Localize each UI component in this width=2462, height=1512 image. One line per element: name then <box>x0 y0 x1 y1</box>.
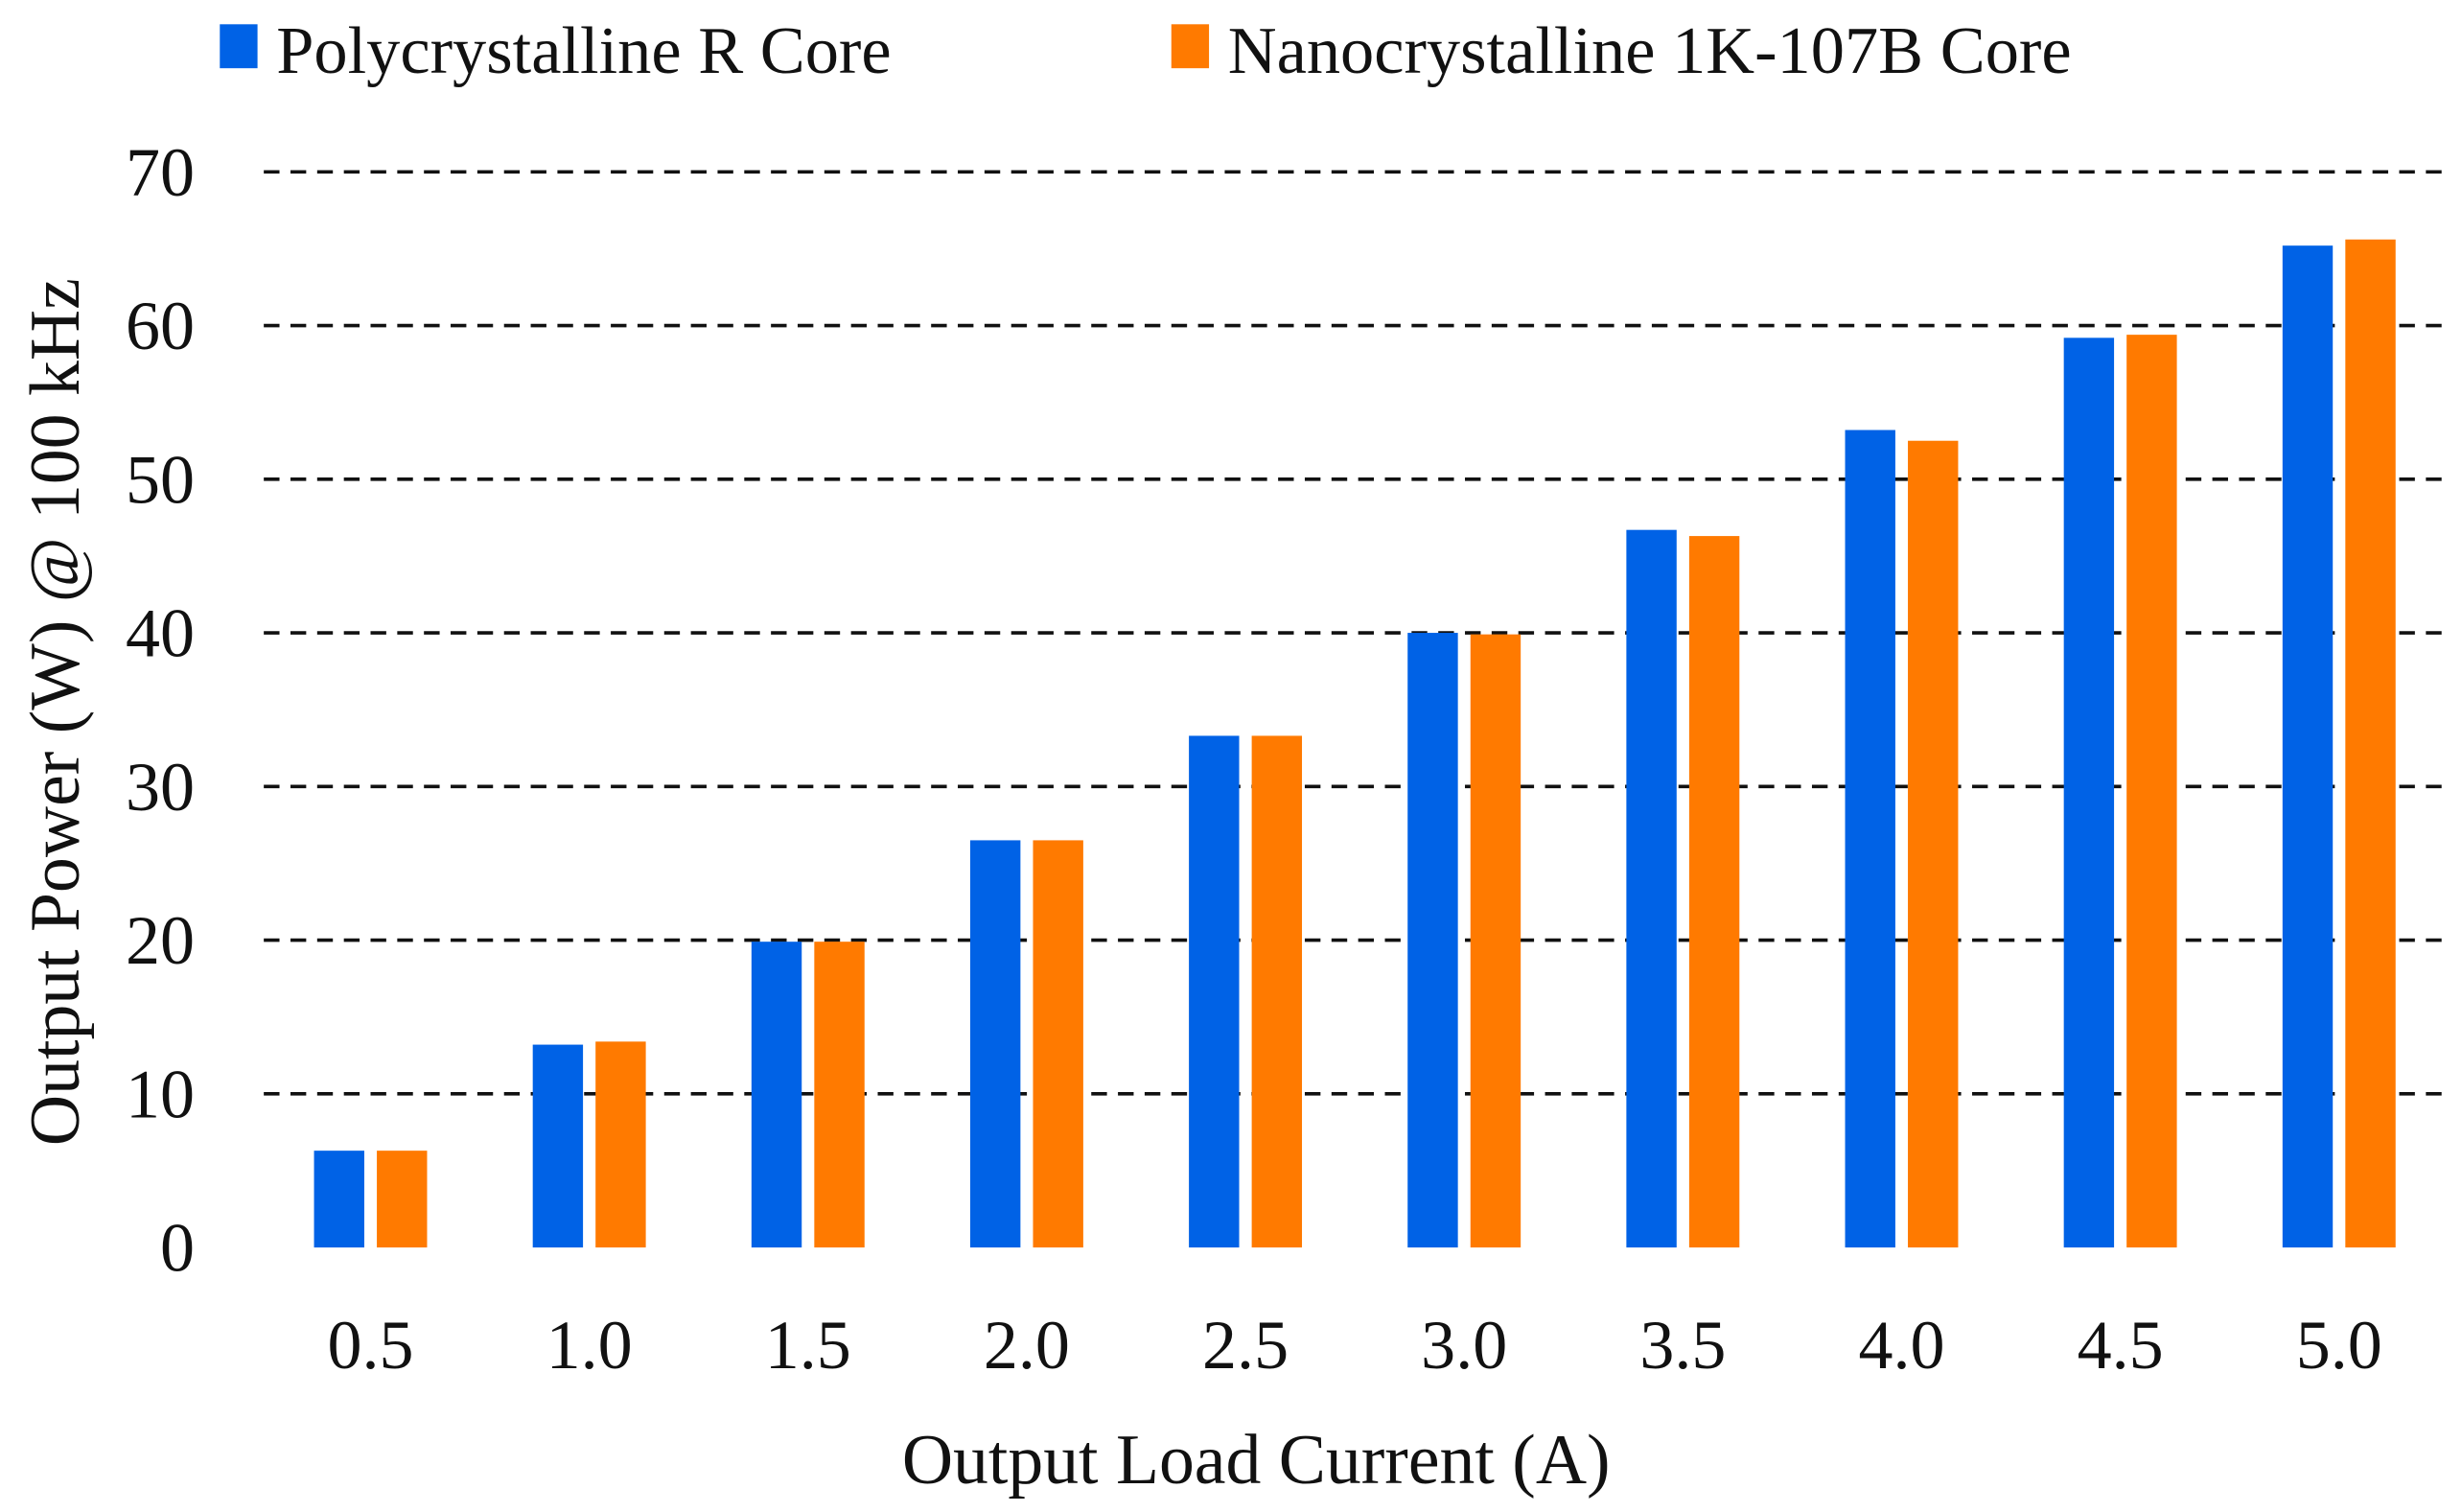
bars <box>314 239 2396 1248</box>
x-tick-label: 2.5 <box>1202 1307 1289 1384</box>
legend-label-nanocrystalline: Nanocrystalline 1K-107B Core <box>1228 13 2072 88</box>
x-tick-label: 4.5 <box>2078 1307 2164 1384</box>
x-tick-label: 3.0 <box>1421 1307 1507 1384</box>
legend-swatch-nanocrystalline <box>1171 24 1210 69</box>
bar-polycrystalline <box>969 840 1021 1248</box>
y-axis-ticks: 0 10 20 30 40 50 60 70 <box>126 134 195 1287</box>
bar-nanocrystalline <box>814 942 865 1248</box>
bar-nanocrystalline <box>2126 335 2177 1248</box>
x-tick-label: 2.0 <box>984 1307 1070 1384</box>
bar-polycrystalline <box>1189 735 1240 1248</box>
bar-nanocrystalline <box>1251 735 1303 1248</box>
x-tick-label: 0.5 <box>327 1307 413 1384</box>
bar-polycrystalline <box>2282 245 2334 1248</box>
bar-nanocrystalline <box>1033 840 1083 1248</box>
legend-swatch-polycrystalline <box>220 24 258 69</box>
x-tick-label: 1.5 <box>765 1307 851 1384</box>
bar-nanocrystalline <box>377 1151 428 1248</box>
bar-nanocrystalline <box>1470 634 1521 1248</box>
y-tick-label: 30 <box>126 749 195 826</box>
y-tick-label: 0 <box>160 1210 195 1287</box>
y-tick-label: 10 <box>126 1056 195 1132</box>
y-tick-label: 50 <box>126 441 195 518</box>
x-tick-label: 4.0 <box>1858 1307 1944 1384</box>
bar-polycrystalline <box>314 1151 364 1248</box>
bar-polycrystalline <box>1626 529 1677 1248</box>
x-tick-label: 5.0 <box>2296 1307 2382 1384</box>
y-tick-label: 70 <box>126 134 195 211</box>
bar-polycrystalline <box>2063 337 2115 1248</box>
bar-nanocrystalline <box>1688 536 1740 1248</box>
gridlines <box>264 170 2447 1096</box>
bar-nanocrystalline <box>595 1041 646 1248</box>
bar-polycrystalline <box>532 1044 584 1248</box>
x-axis-ticks: 0.5 1.0 1.5 2.0 2.5 3.0 3.5 4.0 4.5 5.0 <box>327 1307 2381 1384</box>
bar-nanocrystalline <box>1908 440 1959 1248</box>
bar-polycrystalline <box>751 942 802 1248</box>
x-tick-label: 1.0 <box>546 1307 633 1384</box>
bar-polycrystalline <box>1845 430 1895 1248</box>
legend: Polycrystalline R Core Nanocrystalline 1… <box>220 13 2072 88</box>
legend-label-polycrystalline: Polycrystalline R Core <box>276 13 891 88</box>
y-axis-title: Output Power (W) @ 100 kHz <box>15 278 94 1146</box>
y-tick-label: 60 <box>126 288 195 364</box>
x-tick-label: 3.5 <box>1639 1307 1726 1384</box>
x-axis-title: Output Load Current (A) <box>902 1420 1611 1499</box>
bar-nanocrystalline <box>2345 239 2396 1248</box>
y-tick-label: 20 <box>126 902 195 979</box>
bar-polycrystalline <box>1407 633 1458 1248</box>
y-tick-label: 40 <box>126 595 195 672</box>
